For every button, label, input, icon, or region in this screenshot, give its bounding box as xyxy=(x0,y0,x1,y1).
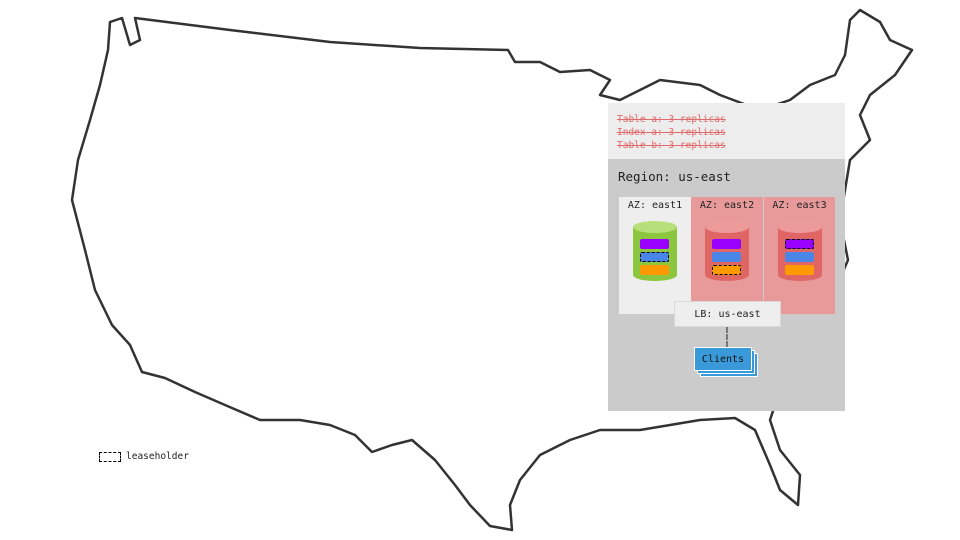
az-east3: AZ: east3 xyxy=(764,197,835,314)
replica-blue xyxy=(785,252,814,262)
leaseholder-legend-swatch xyxy=(99,451,121,462)
database-node-icon xyxy=(705,221,749,287)
load-balancer: LB: us-east xyxy=(674,301,781,327)
az-label: AZ: east2 xyxy=(699,200,755,211)
replica-purple xyxy=(640,239,669,249)
replica-purple xyxy=(712,239,741,249)
legend-label: leaseholder xyxy=(126,451,189,462)
replica-orange xyxy=(640,265,669,275)
replication-note: Table a: 3 replicas xyxy=(617,114,726,125)
clients: Clients xyxy=(694,347,752,371)
legend: leaseholder xyxy=(99,451,189,462)
replica-blue-leaseholder xyxy=(640,252,669,262)
az-label: AZ: east3 xyxy=(772,200,827,211)
replica-blue xyxy=(712,252,741,262)
lb-client-connector xyxy=(726,327,728,347)
replication-note: Table b: 3 replicas xyxy=(617,140,726,151)
replication-notes-panel: Table a: 3 replicas Index a: 3 replicas … xyxy=(608,103,845,159)
database-node-icon xyxy=(633,221,677,287)
replica-orange xyxy=(785,265,814,275)
replica-orange-leaseholder xyxy=(712,265,741,275)
database-node-icon xyxy=(778,221,822,287)
az-east2: AZ: east2 xyxy=(691,197,763,314)
region-label: Region: us-east xyxy=(618,169,731,184)
az-label: AZ: east1 xyxy=(627,200,683,211)
replication-note: Index a: 3 replicas xyxy=(617,127,726,138)
replica-purple-leaseholder xyxy=(785,239,814,249)
az-east1: AZ: east1 xyxy=(619,197,691,314)
